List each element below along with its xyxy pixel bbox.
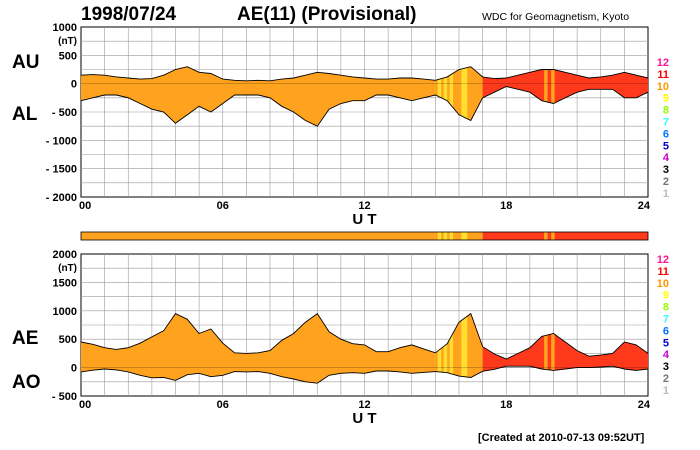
chart-date: 1998/07/24 bbox=[81, 4, 177, 25]
ae-ao-ytick-label: 1500 bbox=[53, 277, 77, 289]
au-al-panel: 1000 500 0 - 500 - 1000 - 1500 - 2000 (nT) 00 06 1… bbox=[46, 22, 651, 228]
colorbar-frame bbox=[80, 231, 649, 241]
ae-ao-xtick-label: 18 bbox=[500, 399, 512, 411]
station-count-label: 5 bbox=[663, 337, 669, 349]
ae-ao-xtick-label: 06 bbox=[217, 399, 229, 411]
ae-ao-panel: 2000 1500 1000 500 0 - 500 (nT) 00 06 12 18 24 U T bbox=[52, 249, 651, 427]
station-count-label: 1 bbox=[663, 188, 669, 200]
station-count-label: 9 bbox=[663, 93, 669, 105]
ae-ao-ytick-label: 1000 bbox=[53, 306, 77, 318]
ae-ao-yunit: (nT) bbox=[58, 263, 77, 274]
ae-ao-fill-band bbox=[544, 313, 548, 384]
ae-ao-xlabel: U T bbox=[352, 410, 376, 427]
ae-ao-ytick-label: 500 bbox=[59, 334, 77, 346]
au-al-fill-highlight bbox=[449, 66, 454, 127]
station-count-label: 8 bbox=[663, 302, 669, 314]
colorbar-band bbox=[551, 232, 555, 240]
station-count-label: 3 bbox=[663, 361, 669, 373]
au-al-ytick-label: 0 bbox=[71, 79, 77, 91]
au-al-fill-band bbox=[551, 66, 555, 127]
ae-ao-fill-highlight bbox=[461, 313, 468, 384]
au-al-xlabel: U T bbox=[352, 211, 376, 228]
station-color-bar bbox=[80, 231, 649, 241]
station-count-label: 1 bbox=[663, 385, 669, 397]
ae-ao-xtick-label: 12 bbox=[358, 399, 370, 411]
created-timestamp: [Created at 2010-07-13 09:52UT] bbox=[478, 432, 645, 444]
al-label: AL bbox=[12, 104, 38, 125]
station-count-label: 12 bbox=[657, 254, 669, 266]
au-al-ytick-label: - 1000 bbox=[46, 135, 77, 147]
ae-ao-ytick-label: - 500 bbox=[52, 391, 77, 403]
station-count-label: 9 bbox=[663, 290, 669, 302]
colorbar-highlight bbox=[437, 232, 442, 240]
ae-ao-line-ao bbox=[80, 365, 649, 384]
ae-ao-xtick-label: 00 bbox=[79, 399, 91, 411]
station-count-label: 6 bbox=[663, 128, 669, 140]
au-al-xtick-label: 00 bbox=[79, 200, 91, 212]
station-count-label: 7 bbox=[663, 117, 669, 129]
colorbar-band bbox=[544, 232, 548, 240]
chart-title: AE(11) (Provisional) bbox=[237, 4, 417, 25]
au-al-xtick-label: 06 bbox=[217, 200, 229, 212]
au-al-fill-highlight bbox=[437, 66, 442, 127]
ae-ao-ytick-label: 2000 bbox=[53, 249, 77, 261]
au-al-ytick-label: - 500 bbox=[52, 107, 77, 119]
station-count-label: 6 bbox=[663, 325, 669, 337]
au-label: AU bbox=[12, 52, 40, 73]
colorbar-early bbox=[81, 232, 483, 240]
au-al-fill-highlight bbox=[443, 66, 448, 127]
au-al-ytick-label: 500 bbox=[59, 50, 77, 62]
station-count-label: 5 bbox=[663, 140, 669, 152]
au-al-ytick-label: 1000 bbox=[53, 22, 77, 34]
colorbar-late bbox=[482, 232, 648, 240]
station-count-label: 3 bbox=[663, 164, 669, 176]
data-source: WDC for Geomagnetism, Kyoto bbox=[482, 11, 630, 23]
station-count-label: 10 bbox=[657, 81, 669, 93]
ao-label: AO bbox=[12, 372, 41, 393]
station-count-label: 10 bbox=[657, 278, 669, 290]
au-al-xtick-label: 18 bbox=[500, 200, 512, 212]
colorbar-highlight bbox=[461, 232, 468, 240]
au-al-fill-highlight bbox=[461, 66, 468, 127]
ae-ao-ytick-label: 0 bbox=[71, 363, 77, 375]
station-count-label: 8 bbox=[663, 105, 669, 117]
colorbar-highlight bbox=[443, 232, 448, 240]
station-count-label: 2 bbox=[663, 373, 669, 385]
station-count-label: 11 bbox=[657, 266, 669, 278]
station-count-label: 4 bbox=[663, 152, 670, 164]
station-count-label: 11 bbox=[657, 69, 669, 81]
ae-ao-fill-highlight bbox=[449, 313, 454, 384]
au-al-ytick-label: - 1500 bbox=[46, 164, 77, 176]
station-count-label: 2 bbox=[663, 176, 669, 188]
au-al-line-au bbox=[80, 66, 649, 82]
au-al-fill-band bbox=[544, 66, 548, 127]
au-al-xtick-label: 24 bbox=[638, 200, 651, 212]
au-al-yunit: (nT) bbox=[58, 36, 77, 47]
ae-ao-fill-highlight bbox=[443, 313, 448, 384]
ae-label: AE bbox=[12, 328, 39, 349]
au-al-line-al bbox=[80, 86, 649, 127]
station-count-label: 7 bbox=[663, 314, 669, 326]
station-count-label: 4 bbox=[663, 349, 670, 361]
au-al-ytick-label: - 2000 bbox=[46, 192, 77, 204]
au-al-xtick-label: 12 bbox=[358, 200, 370, 212]
ae-ao-fill-band bbox=[551, 313, 555, 384]
station-count-label: 12 bbox=[657, 57, 669, 69]
colorbar-highlight bbox=[449, 232, 454, 240]
ae-ao-xtick-label: 24 bbox=[638, 399, 651, 411]
ae-ao-line-ae bbox=[80, 312, 649, 360]
